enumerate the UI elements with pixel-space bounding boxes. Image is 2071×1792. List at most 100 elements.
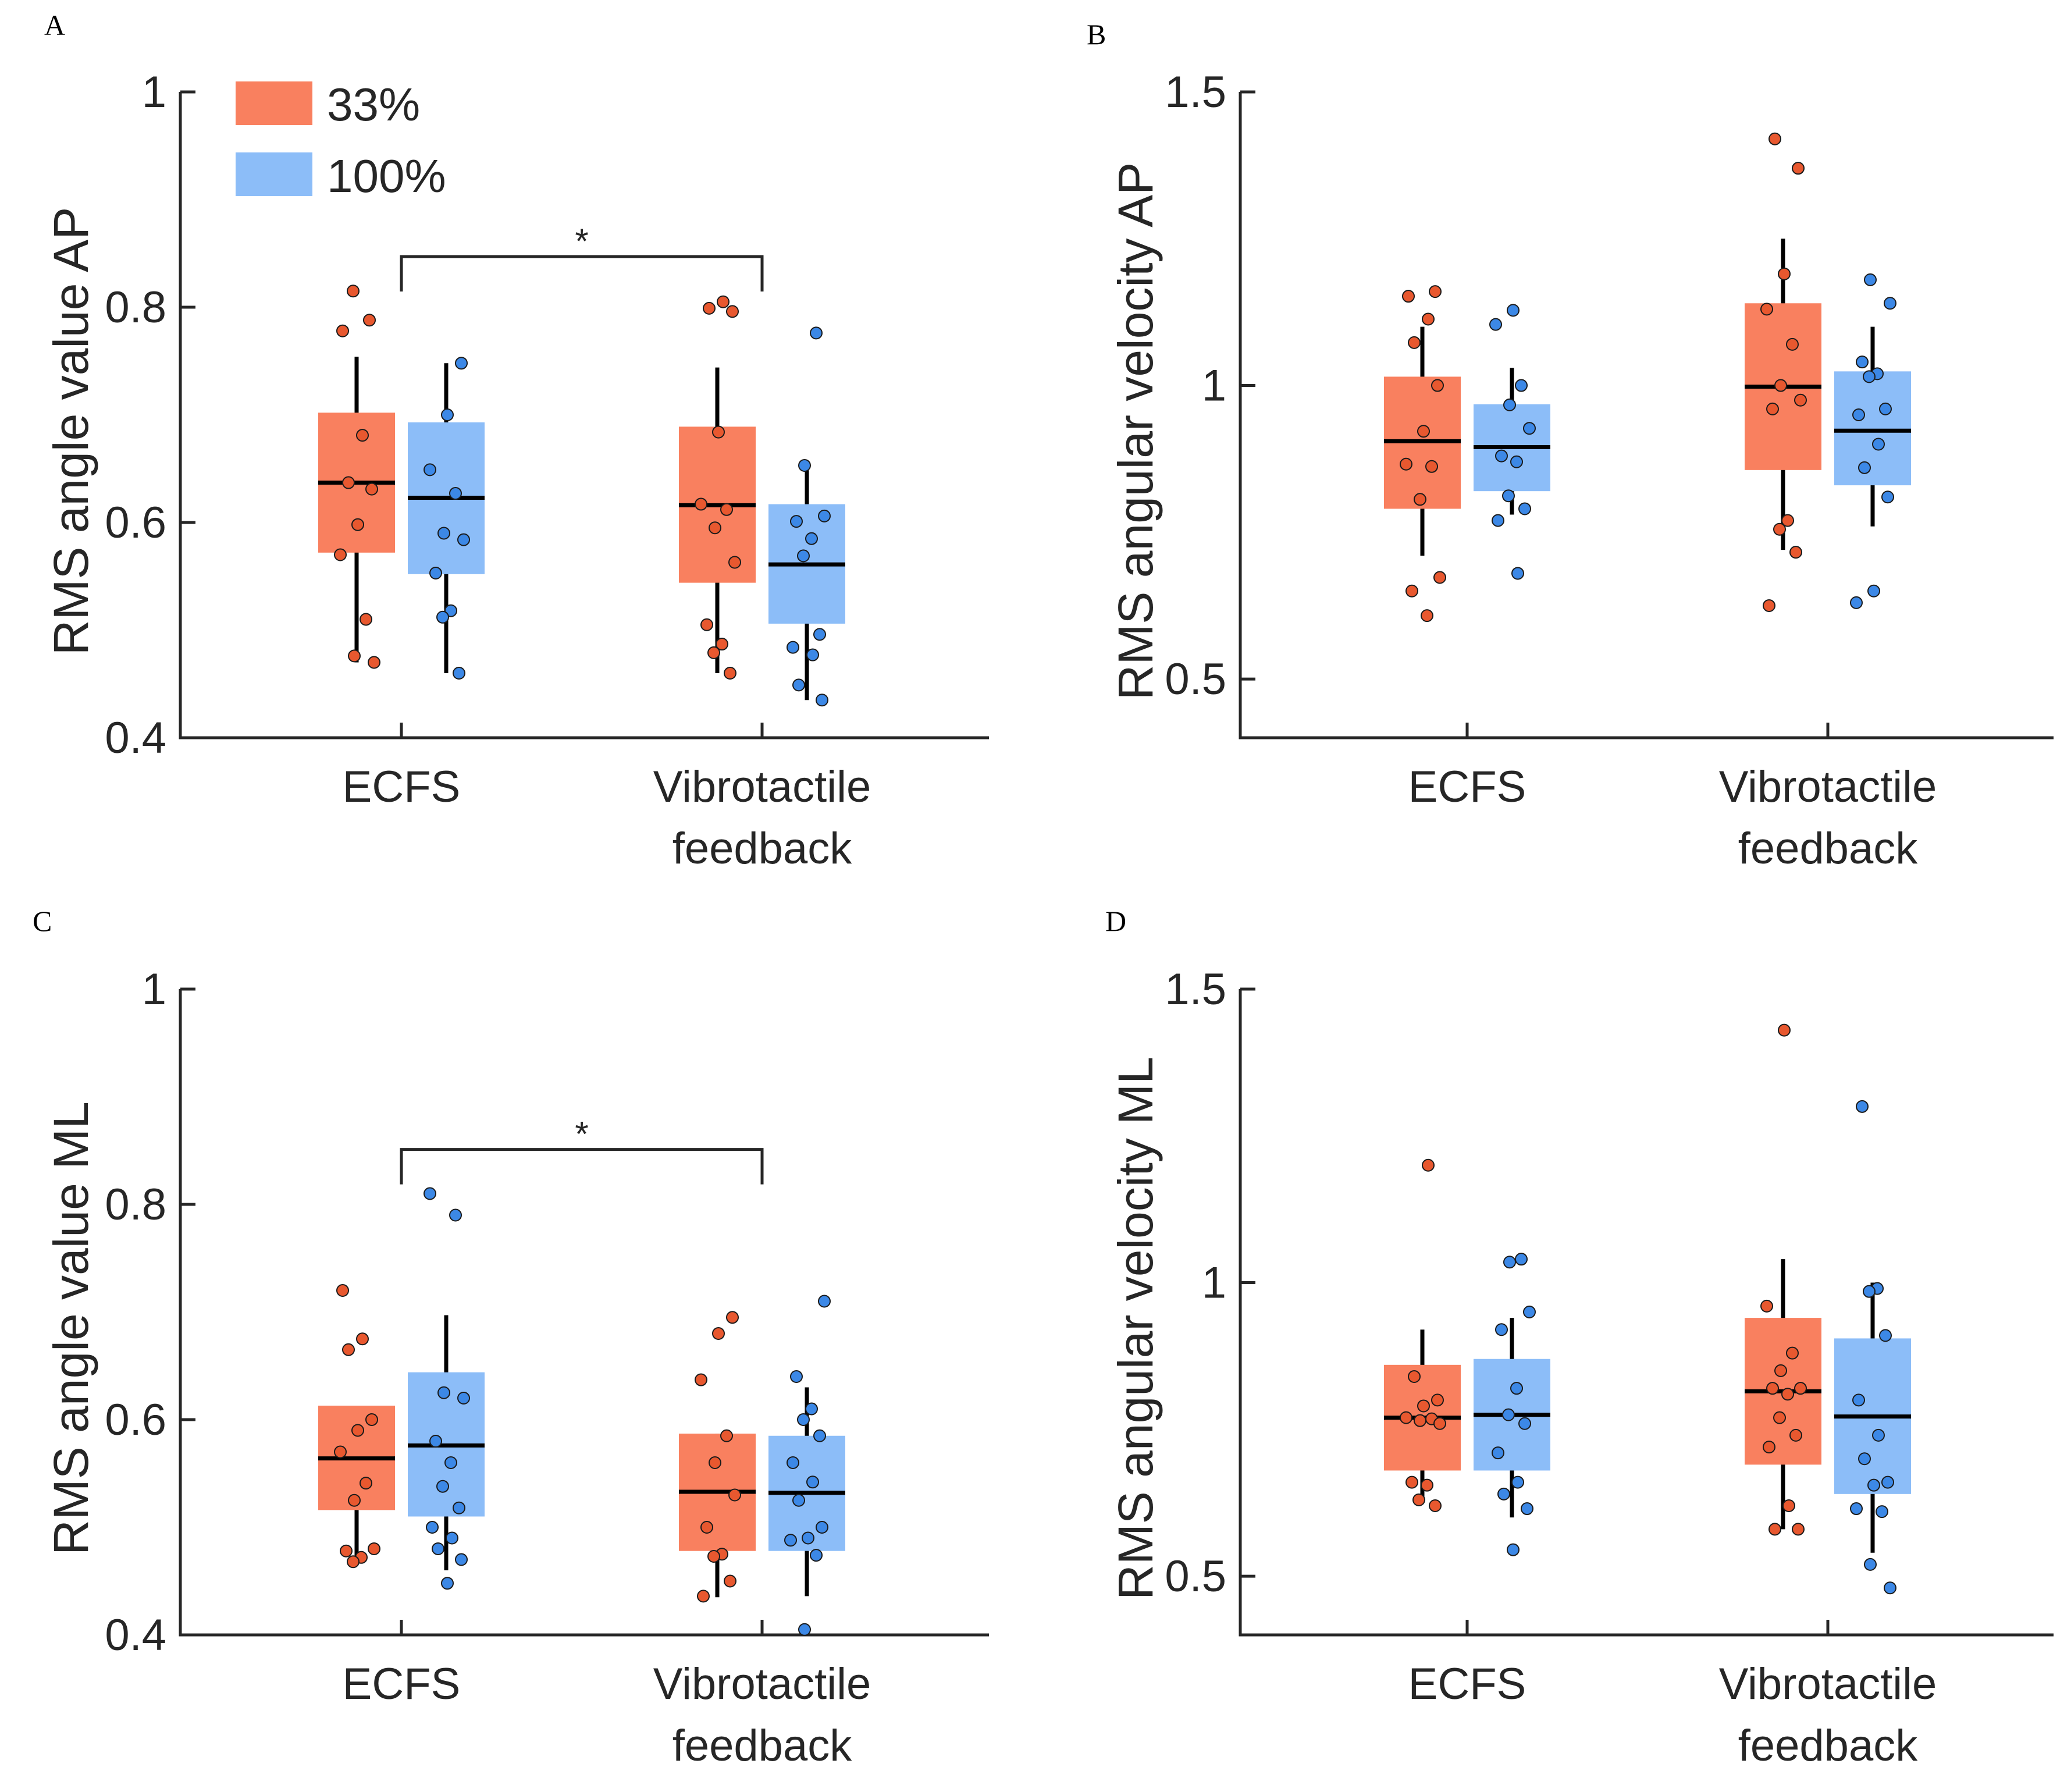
panel-b-s33-data-point	[1792, 162, 1805, 175]
panel-d-s100-data-point	[1503, 1256, 1516, 1269]
panel-c-s100-data-point	[426, 1521, 439, 1534]
category-label-line: Vibrotactile	[653, 1659, 871, 1709]
category-label-line: ECFS	[343, 1659, 461, 1709]
panel-c-s33-data-point	[707, 1549, 720, 1563]
category-label-line: feedback	[1738, 824, 1918, 873]
panel-d-s100-data-point	[1863, 1285, 1876, 1298]
panel-d-s33-data-point	[1421, 1478, 1433, 1492]
panel-c-s100-data-point	[792, 1494, 805, 1507]
panel-a-s100-data-point	[424, 463, 436, 477]
panel-a-s33-data-point	[717, 295, 730, 308]
panel-c-y-tick-label: 0.8	[105, 1180, 166, 1229]
panel-d-s33-data-point	[1429, 1499, 1442, 1512]
panel-c-s100-data-point	[787, 1456, 799, 1469]
panel-d-y-tick-label: 1.5	[1165, 965, 1226, 1014]
panel-a-s33-data-point	[695, 497, 707, 511]
panel-d-letter: D	[1105, 905, 1126, 937]
panel-c-s100-data-point	[457, 1392, 470, 1405]
panel-a-s33-data-point	[342, 476, 355, 489]
panel-b-s33-data-point	[1786, 337, 1799, 351]
panel-b-s33-data-point	[1766, 402, 1779, 415]
panel-b-y-tick-label: 1.5	[1165, 67, 1226, 117]
panel-d-s33-data-point	[1405, 1475, 1418, 1489]
panel-d-s100-data-point	[1858, 1452, 1871, 1466]
panel-c-letter: C	[33, 905, 52, 937]
panel-c-s100-data-point	[805, 1402, 818, 1416]
panel-d-s33-data-point	[1794, 1382, 1807, 1395]
panel-c-category-label: Vibrotactile feedback	[653, 1659, 871, 1770]
panel-b-s33-data-point	[1417, 425, 1430, 438]
panel-b-letter: B	[1087, 18, 1106, 51]
panel-c-s33-data-point	[365, 1413, 378, 1426]
panel-c-s100-data-point	[455, 1553, 468, 1566]
panel-a-y-tick-label: 0.8	[105, 283, 166, 332]
panel-d-s100-data-point	[1876, 1505, 1888, 1519]
panel-a-s33-data-point	[720, 503, 733, 516]
panel-c-s33-data-point	[726, 1311, 739, 1324]
panel-d-s33-data-point	[1412, 1493, 1425, 1506]
panel-b-s33-data-point	[1408, 336, 1421, 349]
panel-d-s100-data-point	[1523, 1306, 1536, 1318]
panel-b-s100-data-point	[1510, 455, 1523, 468]
panel-c-s33-data-point	[342, 1343, 355, 1356]
panel-a-y-tick-label: 0.4	[105, 713, 166, 763]
panel-a-s33-data-point	[356, 429, 369, 442]
panel-a-s33-data-point	[336, 324, 349, 337]
legend-swatch-33	[236, 81, 312, 125]
panel-d-s100-data-point	[1872, 1428, 1885, 1442]
panel-d-s100-data-point	[1497, 1487, 1510, 1501]
panel-a-s100-data-point	[806, 648, 819, 662]
category-label-line: ECFS	[343, 762, 461, 812]
panel-b-s100-data-point	[1864, 273, 1877, 286]
category-label-line: Vibrotactile	[1719, 1659, 1937, 1709]
panel-b-s33-data-point	[1422, 312, 1435, 326]
panel-b-y-axis-title: RMS angular velocity AP	[1108, 162, 1163, 700]
panel-b-s100-data-point	[1492, 514, 1504, 527]
panel-b-s33-data-point	[1789, 546, 1802, 559]
panel-c-significance-star: *	[575, 1115, 588, 1154]
panel-c-y-tick-label: 0.4	[105, 1610, 166, 1660]
category-label-line: Vibrotactile	[653, 762, 871, 812]
panel-d-s100-data-point	[1511, 1475, 1524, 1489]
panel-a-s33-data-point	[707, 646, 720, 659]
panel-c-s100-data-point	[446, 1531, 458, 1545]
panel-a-s100-data-point	[798, 458, 811, 472]
panel-c-s100-data-point	[424, 1187, 436, 1200]
panel-b-category-label: Vibrotactile feedback	[1719, 762, 1937, 873]
panel-d-s100-data-point	[1515, 1253, 1528, 1266]
panel-a-s33-data-point	[703, 301, 716, 315]
panel-d-s100-data-point	[1518, 1417, 1531, 1430]
panel-a-s100-data-point	[818, 509, 831, 522]
panel-c-significance-bracket	[400, 1148, 764, 1185]
panel-c-s33-data-point	[724, 1574, 736, 1588]
panel-b-s33-data-point	[1425, 460, 1438, 473]
panel-c-y-axis-title: RMS angle value ML	[44, 1101, 98, 1555]
panel-a-s33-data-point	[726, 305, 739, 318]
panel-d-s100-data-point	[1521, 1502, 1533, 1516]
panel-a-s33-data-point	[724, 667, 736, 680]
panel-c: C 0.4 0.6 0.8 1 ECFS Vibrotactile feedback RMS …	[33, 905, 989, 1770]
panel-b-s33-data-point	[1760, 303, 1773, 316]
panel-a-s33-data-point	[334, 548, 347, 561]
panel-a-s100-data-point	[436, 610, 449, 624]
panel-b-s33-data-point	[1768, 132, 1781, 145]
panel-c-s100-data-point	[784, 1534, 797, 1547]
panel-c-s100-data-point	[444, 1456, 457, 1469]
panel-a-y-axis-title: RMS angle value AP	[44, 207, 98, 655]
panel-a-y-tick-label: 1	[142, 67, 166, 117]
panel-a-s33-data-point	[709, 521, 721, 535]
panel-d-s100-data-point	[1856, 1100, 1869, 1113]
panel-b-s100-data-point	[1879, 402, 1892, 415]
panel-a-s100-data-point	[790, 515, 803, 528]
category-label-line: ECFS	[1408, 762, 1526, 812]
panel-b-s33-data-point	[1402, 290, 1415, 303]
category-label-line: feedback	[672, 824, 852, 873]
panel-b-s33-data-point	[1794, 393, 1807, 407]
panel-c-s100-data-point	[432, 1542, 444, 1555]
panel-d-s100-data-point	[1867, 1478, 1880, 1492]
panel-c-s100-data-point	[436, 1480, 449, 1493]
panel-a-s33-data-point	[347, 285, 360, 298]
panel-d-y-axis-title: RMS angular velocity ML	[1108, 1057, 1163, 1600]
panel-a-s100-data-point	[792, 678, 805, 692]
